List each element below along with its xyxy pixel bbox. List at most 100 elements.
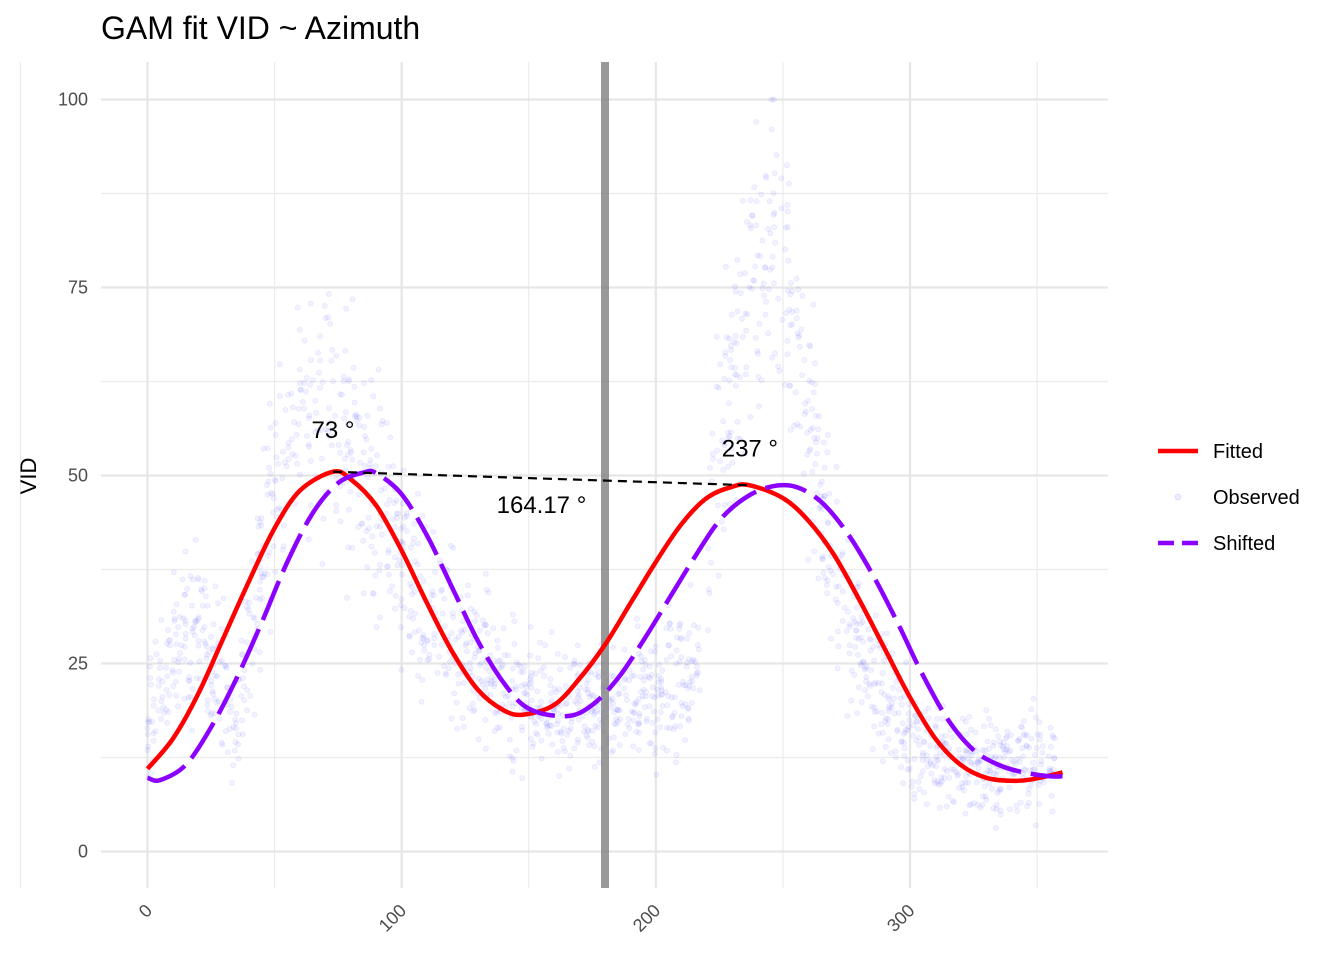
observed-point-1254 [925, 705, 932, 712]
observed-point-755 [466, 705, 473, 712]
observed-point-456 [538, 715, 545, 722]
observed-point-52 [545, 730, 552, 737]
observed-point-981 [157, 716, 164, 723]
observed-point-883 [345, 506, 352, 513]
observed-point-1545 [835, 583, 842, 590]
observed-point-1031 [414, 490, 421, 497]
observed-point-1362 [794, 421, 801, 428]
observed-point-1451 [901, 753, 908, 760]
observed-point-984 [646, 703, 653, 710]
observed-point-1691 [892, 754, 899, 761]
observed-point-1703 [1008, 732, 1015, 739]
observed-point-1127 [1025, 786, 1032, 793]
observed-point-11 [455, 671, 462, 678]
observed-point-185 [410, 535, 417, 542]
observed-point-544 [575, 716, 582, 723]
observed-point-653 [666, 620, 673, 627]
observed-point-817 [272, 477, 279, 484]
observed-point-1712 [853, 627, 860, 634]
observed-point-1225 [867, 635, 874, 642]
observed-point-1377 [778, 175, 785, 182]
observed-point-1249 [871, 723, 878, 730]
observed-point-1500 [951, 766, 958, 773]
observed-point-1236 [1020, 731, 1027, 738]
observed-point-720 [159, 693, 166, 700]
observed-point-1047 [176, 613, 183, 620]
observed-point-164 [494, 637, 501, 644]
observed-point-1457 [956, 784, 963, 791]
observed-point-912 [199, 602, 206, 609]
observed-point-1245 [945, 793, 952, 800]
observed-point-1049 [501, 652, 508, 659]
observed-point-1314 [956, 753, 963, 760]
observed-point-1756 [813, 450, 820, 457]
observed-point-878 [285, 444, 292, 451]
observed-point-556 [463, 648, 470, 655]
observed-point-1298 [772, 239, 779, 246]
observed-point-628 [345, 438, 352, 445]
observed-point-636 [315, 427, 322, 434]
observed-point-1373 [742, 450, 749, 457]
observed-point-407 [537, 667, 544, 674]
observed-point-754 [297, 386, 304, 393]
observed-point-588 [246, 610, 253, 617]
observed-point-365 [325, 428, 332, 435]
observed-point-823 [642, 661, 649, 668]
observed-point-1271 [878, 721, 885, 728]
observed-point-1282 [747, 222, 754, 229]
observed-point-1538 [824, 431, 831, 438]
observed-point-111 [282, 406, 289, 413]
observed-point-1191 [800, 470, 807, 477]
observed-point-625 [390, 463, 397, 470]
observed-point-880 [518, 682, 525, 689]
observed-point-1174 [776, 367, 783, 374]
observed-point-534 [455, 680, 462, 687]
observed-point-770 [636, 729, 643, 736]
observed-point-6 [656, 661, 663, 668]
observed-point-1676 [852, 618, 859, 625]
y-axis-label: VID [16, 458, 41, 495]
observed-point-1247 [990, 742, 997, 749]
observed-point-1541 [728, 364, 735, 371]
observed-point-980 [665, 642, 672, 649]
observed-point-1662 [748, 225, 755, 232]
observed-point-347 [328, 357, 335, 364]
observed-point-1671 [913, 718, 920, 725]
observed-point-1003 [491, 709, 498, 716]
observed-point-1677 [788, 279, 795, 286]
observed-point-1427 [892, 748, 899, 755]
observed-point-361 [558, 730, 565, 737]
observed-point-334 [218, 740, 225, 747]
observed-point-589 [574, 642, 581, 649]
observed-point-616 [564, 731, 571, 738]
observed-point-1143 [715, 502, 722, 509]
observed-point-1055 [554, 729, 561, 736]
observed-point-758 [400, 523, 407, 530]
observed-point-497 [685, 717, 692, 724]
observed-point-345 [208, 710, 215, 717]
observed-point-1129 [713, 383, 720, 390]
observed-point-1134 [1047, 743, 1054, 750]
observed-point-1000 [538, 755, 545, 762]
observed-point-769 [409, 591, 416, 598]
observed-point-1619 [852, 634, 859, 641]
observed-point-1584 [974, 801, 981, 808]
observed-point-1133 [923, 801, 930, 808]
observed-point-1194 [1024, 803, 1031, 810]
observed-point-642 [209, 688, 216, 695]
observed-point-21 [187, 693, 194, 700]
observed-point-807 [408, 583, 415, 590]
observed-point-74 [441, 595, 448, 602]
observed-point-946 [415, 540, 422, 547]
observed-point-213 [152, 728, 159, 735]
observed-point-126 [460, 723, 467, 730]
observed-point-470 [544, 723, 551, 730]
observed-point-635 [187, 659, 194, 666]
observed-point-494 [204, 708, 211, 715]
observed-point-486 [306, 412, 313, 419]
observed-point-1199 [961, 787, 968, 794]
observed-point-759 [574, 700, 581, 707]
observed-point-1111 [994, 768, 1001, 775]
observed-point-192 [349, 544, 356, 551]
observed-point-241 [182, 621, 189, 628]
